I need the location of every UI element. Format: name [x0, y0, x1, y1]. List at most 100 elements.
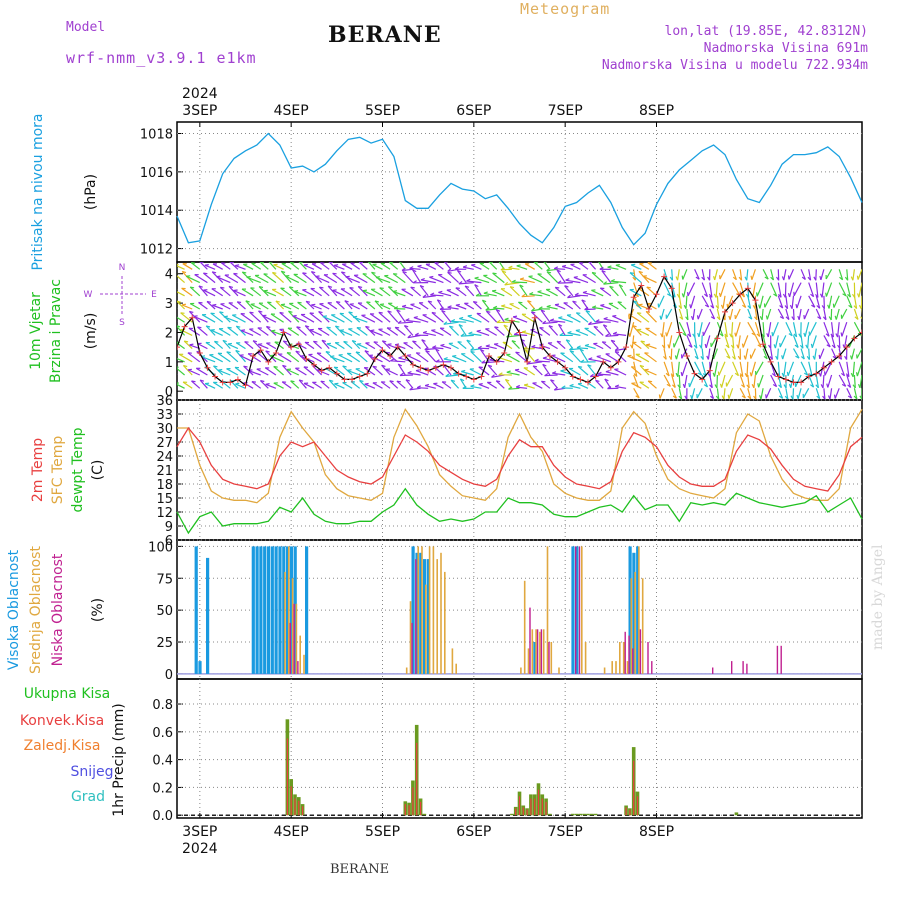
precip-bar-conv: [298, 800, 300, 816]
y-tick-label: 0: [165, 385, 173, 400]
wind-speed-marker: [851, 335, 858, 342]
wind-arrow: [640, 340, 650, 350]
wind-arrow-head: [631, 263, 636, 266]
wind-arrow: [258, 302, 269, 310]
wind-arrow-head: [726, 303, 729, 308]
precip-bar-total: [578, 813, 583, 816]
wind-arrow: [823, 321, 830, 337]
wind-arrow-head: [290, 380, 295, 383]
wind-arrow-head: [473, 301, 478, 303]
y-tick-label: 75: [156, 572, 173, 587]
wind-arrow: [577, 366, 589, 376]
wind-arrow-head: [430, 292, 435, 296]
wind-arrow-head: [502, 270, 507, 273]
wind-arrow-head: [431, 311, 436, 314]
wind-arrow: [331, 314, 345, 323]
wind-arrow-head: [592, 305, 597, 308]
precip-bar-conv: [420, 801, 422, 816]
wind-arrow-head: [858, 304, 862, 309]
wind-arrow-head: [191, 380, 196, 383]
wind-arrow: [663, 335, 666, 349]
wind-arrow: [177, 300, 186, 310]
wind-speed-marker: [341, 376, 348, 383]
wind-arrow: [461, 370, 474, 376]
cloud-bar-high: [266, 546, 271, 674]
precip-bar-conv: [636, 796, 639, 816]
wind-arrow-head: [591, 271, 597, 274]
wind-arrow: [217, 369, 231, 376]
wind-arrow: [254, 274, 269, 284]
wind-arrow: [627, 355, 642, 363]
wind-arrow: [762, 269, 769, 280]
wind-arrow: [455, 304, 467, 310]
wind-arrow-head: [707, 276, 711, 281]
wind-arrow-head: [647, 262, 652, 264]
wind-arrow: [630, 264, 642, 270]
wind-arrow-head: [771, 331, 774, 337]
cloud-bar-mid: [558, 667, 560, 674]
wind-arrow: [493, 307, 505, 310]
cloud-bar-mid: [641, 578, 644, 674]
wind-arrow-head: [832, 303, 835, 308]
wind-arrow: [647, 380, 657, 389]
y-tick-label: 100: [148, 540, 173, 555]
wind-arrow: [190, 262, 201, 270]
wind-speed-marker: [417, 364, 424, 371]
wind-arrow-head: [204, 264, 209, 266]
wind-speed-marker: [364, 370, 371, 377]
wind-arrow: [504, 282, 520, 286]
wind-speed-marker: [531, 314, 538, 321]
wind-arrow-head: [328, 262, 333, 264]
wind-speed-marker: [265, 358, 272, 365]
wind-arrow: [212, 304, 223, 310]
cloud-bar-high: [293, 546, 297, 674]
wind-arrow-head: [681, 293, 685, 298]
wind-arrow: [715, 282, 718, 298]
wind-arrow: [828, 295, 833, 309]
wind-arrow-head: [485, 344, 490, 347]
wind-arrow: [234, 366, 246, 376]
cloud-bar-low: [415, 559, 417, 674]
wind-arrow: [427, 300, 437, 310]
wind-arrow: [293, 273, 307, 284]
wind-arrow-head: [850, 355, 853, 360]
wind-arrow: [800, 335, 804, 349]
cloud-bar-low: [632, 648, 634, 674]
wind-arrow: [732, 361, 740, 376]
wind-arrow: [685, 295, 688, 309]
wind-arrow: [527, 361, 543, 365]
wind-arrow-head: [405, 318, 410, 321]
2m-temp-line: [176, 426, 863, 492]
wind-arrow: [397, 363, 406, 376]
wind-arrow: [751, 269, 756, 280]
wind-arrow-head: [272, 271, 277, 274]
wind-arrow-head: [845, 373, 850, 378]
wind-arrow: [734, 308, 741, 320]
wind-arrow-head: [734, 332, 737, 337]
compass-e: E: [151, 290, 157, 300]
wind-arrow: [523, 367, 536, 376]
y-tick-label: 25: [156, 636, 173, 651]
wind-arrow-head: [534, 358, 539, 362]
wind-speed-marker: [699, 376, 706, 383]
wind-arrow: [831, 348, 837, 359]
wind-arrow-head: [675, 276, 679, 281]
wind-arrow-head: [537, 290, 542, 293]
wind-arrow: [275, 300, 285, 310]
wind-arrow-head: [860, 316, 862, 320]
wind-arrow: [524, 263, 536, 270]
wind-arrow: [599, 287, 612, 297]
wind-arrow-head: [770, 276, 774, 281]
wind-arrow: [363, 367, 376, 376]
wind-arrow-head: [729, 333, 733, 338]
wind-speed-marker: [470, 376, 477, 383]
wind-arrow: [226, 351, 239, 363]
precip-bar-conv: [522, 807, 524, 816]
wind-arrow: [290, 380, 300, 389]
wind-arrow-head: [494, 326, 499, 329]
wind-arrow: [189, 286, 201, 297]
wind-arrow-head: [633, 373, 638, 377]
wind-arrow-head: [557, 280, 562, 284]
wind-arrow: [593, 343, 604, 350]
wind-arrow: [508, 387, 520, 390]
